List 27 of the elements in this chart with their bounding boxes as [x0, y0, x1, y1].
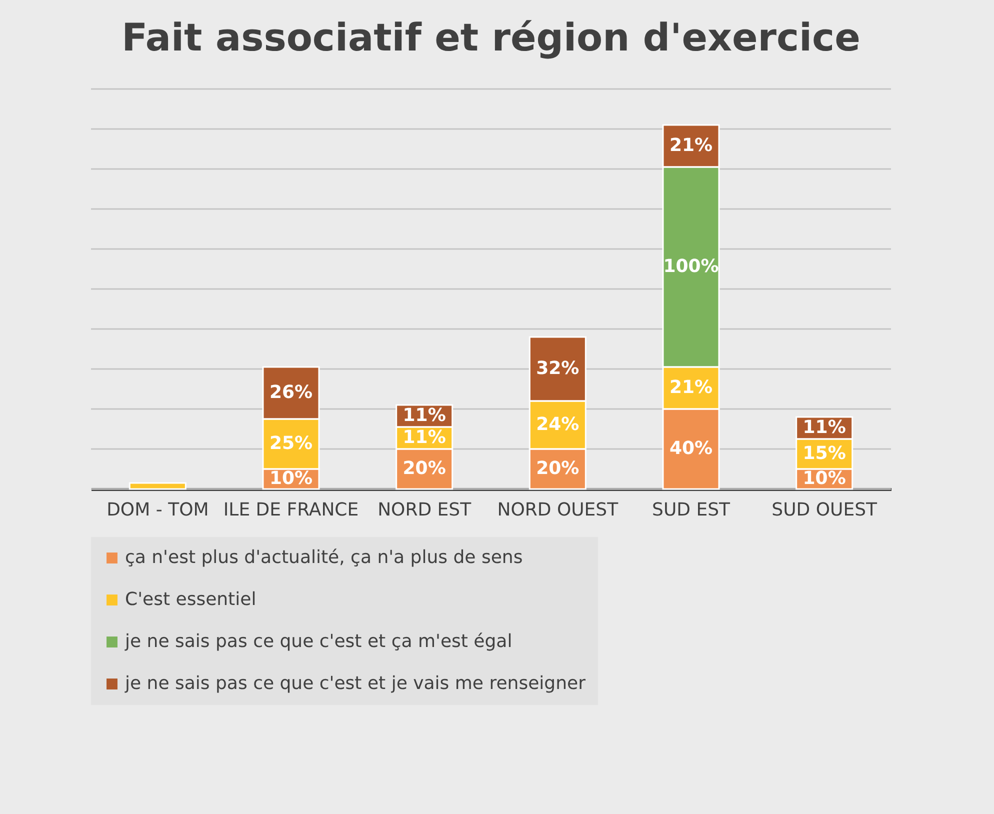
legend-label: je ne sais pas ce que c'est et ça m'est égal	[124, 631, 512, 652]
x-tick-label: NORD EST	[378, 500, 472, 520]
data-label: 25%	[269, 433, 313, 454]
legend-label: je ne sais pas ce que c'est et je vais me renseigner	[124, 673, 586, 694]
data-label: 21%	[669, 135, 713, 156]
data-label: 11%	[802, 417, 846, 438]
x-tick-label: SUD EST	[652, 500, 731, 520]
data-label: 11%	[402, 427, 446, 448]
x-tick-label: NORD OUEST	[497, 500, 620, 520]
data-label: 10%	[269, 468, 313, 489]
legend-label: C'est essentiel	[125, 589, 256, 610]
data-label: 40%	[669, 438, 713, 459]
x-tick-label: ILE DE FRANCE	[223, 500, 359, 520]
data-label: 11%	[402, 405, 446, 426]
x-tick-label: DOM - TOM	[106, 500, 209, 520]
x-tick-label: SUD OUEST	[772, 500, 878, 520]
data-label: 15%	[802, 443, 846, 464]
data-label: 100%	[663, 256, 719, 277]
data-label: 32%	[536, 358, 580, 379]
data-label: 26%	[269, 382, 313, 403]
data-label: 21%	[669, 377, 713, 398]
legend-label: ça n'est plus d'actualité, ça n'a plus de sens	[125, 547, 523, 568]
data-label: 20%	[536, 458, 580, 479]
chart-title: Fait associatif et région d'exercice	[122, 15, 860, 60]
data-label: 20%	[402, 458, 446, 479]
data-label: 10%	[802, 468, 846, 489]
data-label: 24%	[536, 414, 580, 435]
